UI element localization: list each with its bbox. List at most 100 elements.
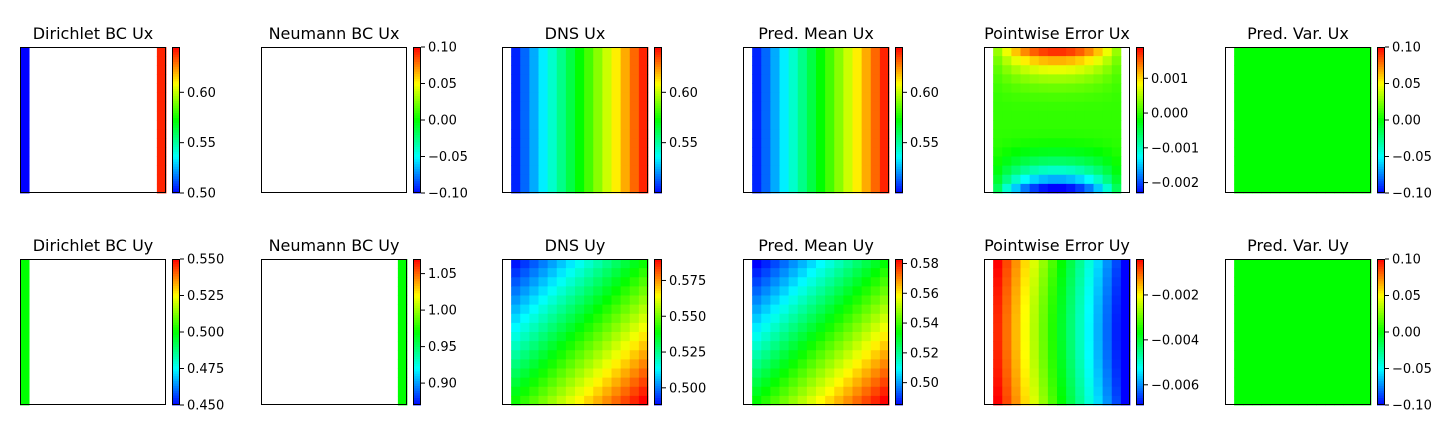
heatmap-cell [825, 395, 835, 406]
plot-frame [984, 259, 1130, 405]
colorbar-segment [172, 78, 180, 82]
colorbar-segment [172, 163, 180, 167]
heatmap-cell [511, 156, 521, 167]
heatmap-cell [1252, 174, 1262, 185]
heatmap-cell [611, 101, 622, 112]
colorbar-segment [172, 93, 180, 97]
colorbar-segment [172, 100, 180, 104]
heatmap-cell [834, 395, 844, 406]
heatmap-cell [1020, 259, 1031, 269]
heatmap-cell [1288, 129, 1299, 139]
heatmap-cell [816, 350, 826, 360]
heatmap-cell [1066, 304, 1076, 315]
heatmap-cell [1011, 277, 1021, 287]
heatmap-cell [1093, 156, 1104, 167]
heatmap-cell [511, 368, 521, 379]
heatmap-cell [779, 129, 790, 139]
heatmap-cell [797, 138, 808, 148]
colorbar-segment [413, 302, 421, 306]
heatmap-cell [1352, 286, 1363, 296]
heatmap-cell [1066, 83, 1076, 94]
heatmap-cell [511, 65, 521, 75]
heatmap-cell [20, 268, 30, 278]
heatmap-cell [629, 65, 640, 75]
heatmap-cell [825, 259, 835, 269]
heatmap-cell [825, 368, 835, 379]
colorbar-segment [1377, 317, 1385, 321]
heatmap-cell [861, 47, 872, 57]
heatmap-cell [1038, 83, 1049, 94]
heatmap-cell [397, 304, 408, 315]
heatmap-cell [1288, 304, 1299, 315]
colorbar-segment [172, 102, 180, 106]
heatmap-cell [584, 174, 594, 185]
heatmap-cell [1361, 92, 1372, 103]
heatmap-cell [1361, 286, 1372, 296]
heatmap-cell [861, 110, 872, 121]
colorbar-segment [654, 151, 662, 155]
colorbar-segment [172, 85, 180, 89]
heatmap-cell [547, 47, 558, 57]
colorbar-segment [1136, 283, 1144, 287]
heatmap-cell [575, 395, 585, 406]
colorbar-segment [1377, 259, 1385, 262]
heatmap-cell [1011, 47, 1021, 57]
heatmap-cell [538, 395, 549, 406]
colorbar-segment [1377, 139, 1385, 143]
colorbar-segment [1136, 334, 1144, 338]
heatmap-cell [1111, 350, 1122, 360]
heatmap-cell [825, 183, 835, 194]
heatmap-cell [879, 165, 890, 176]
heatmap-cell [1343, 83, 1354, 94]
colorbar-segment [895, 356, 903, 360]
colorbar-segment [1136, 105, 1144, 109]
colorbar-segment [172, 387, 180, 391]
colorbar-segment [1377, 93, 1385, 97]
heatmap-cell [1325, 295, 1335, 306]
heatmap-cell [1111, 156, 1122, 167]
colorbar-segment [172, 375, 180, 379]
plot-frame [261, 259, 407, 405]
heatmap-cell [529, 368, 539, 379]
colorbar-segment [413, 132, 421, 135]
heatmap-cell [1316, 92, 1326, 103]
heatmap-cell [870, 377, 881, 388]
heatmap-cell [752, 56, 762, 66]
colorbar-segment [895, 307, 903, 311]
heatmap-cell [1011, 304, 1021, 315]
heatmap-cell [1002, 377, 1012, 388]
colorbar-segment [1377, 110, 1385, 114]
heatmap-cell [852, 165, 863, 176]
heatmap-cell [511, 259, 521, 269]
colorbar-segment [413, 158, 421, 162]
colorbar-segment [1136, 278, 1144, 282]
colorbar-segment [413, 390, 421, 394]
heatmap-cell [575, 313, 585, 324]
heatmap-cell [1084, 368, 1094, 379]
heatmap-cell [1020, 277, 1031, 287]
heatmap-cell [611, 83, 622, 94]
heatmap-cell [816, 56, 826, 66]
colorbar-tick-label: 0.001 [1151, 72, 1188, 87]
colorbar-segment [1136, 156, 1144, 160]
colorbar-segment [172, 151, 180, 155]
colorbar-segment [1377, 276, 1385, 279]
panel-4: Pred. Mean Ux0.550.60 [743, 24, 939, 194]
heatmap-cell [1307, 386, 1317, 397]
colorbar-segment [1377, 344, 1385, 347]
colorbar-segment [1136, 332, 1144, 335]
heatmap-cell [1020, 110, 1031, 121]
heatmap-cell [520, 341, 530, 351]
heatmap-cell [752, 174, 762, 185]
heatmap-cell [1002, 313, 1012, 324]
heatmap-cell [593, 101, 603, 112]
colorbar-segment [1377, 122, 1385, 126]
colorbar-segment [413, 183, 421, 187]
colorbar-segment [1136, 361, 1144, 365]
heatmap-cell [1102, 395, 1113, 406]
heatmap-cell [593, 138, 603, 148]
colorbar-segment [413, 290, 421, 294]
heatmap-cell [779, 174, 790, 185]
colorbar-segment [654, 158, 662, 162]
heatmap-cell [1343, 120, 1354, 130]
